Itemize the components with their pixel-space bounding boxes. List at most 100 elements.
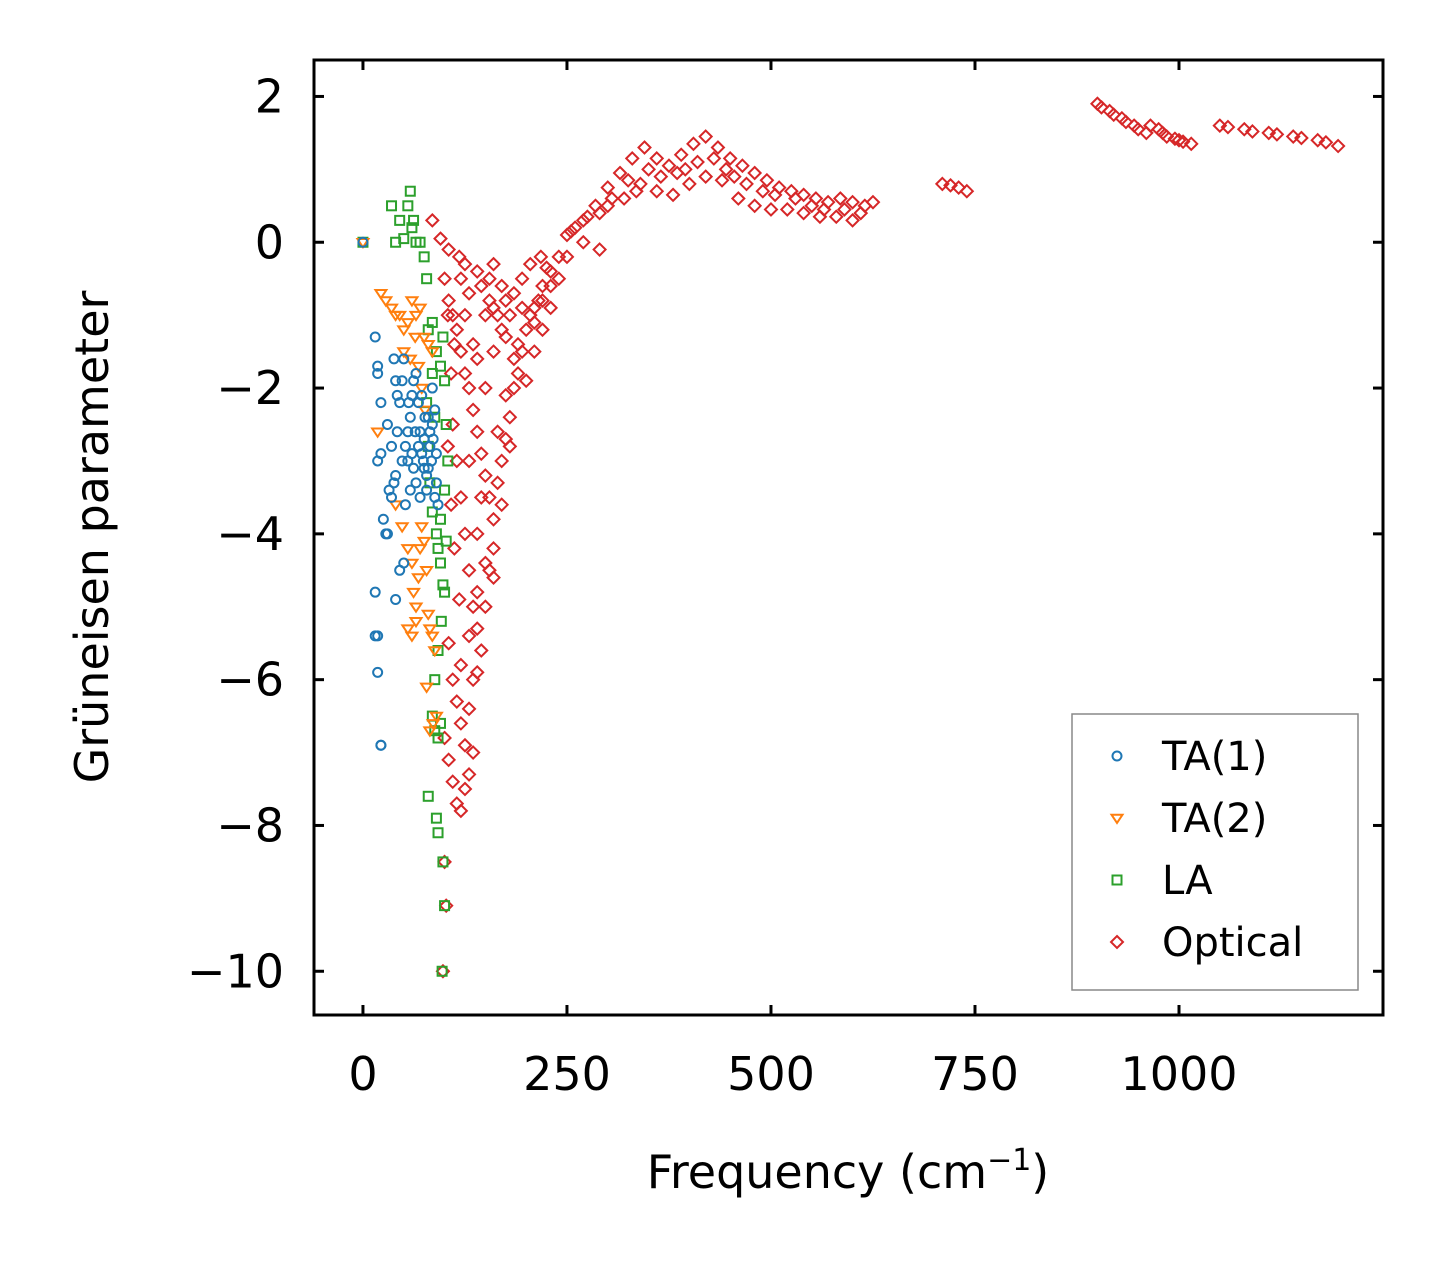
legend-marker bbox=[1111, 874, 1123, 886]
data-point bbox=[369, 331, 381, 343]
data-point bbox=[535, 278, 550, 294]
data-point bbox=[465, 336, 481, 352]
data-point bbox=[406, 222, 418, 234]
data-point bbox=[469, 526, 485, 542]
data-point bbox=[381, 419, 393, 431]
data-point bbox=[665, 187, 681, 203]
data-point bbox=[416, 389, 428, 401]
data-point bbox=[526, 344, 542, 360]
legend-marker bbox=[1109, 934, 1125, 950]
data-point bbox=[490, 307, 506, 323]
data-point bbox=[386, 491, 398, 503]
data-point bbox=[1212, 118, 1228, 134]
data-point bbox=[432, 542, 444, 554]
data-point bbox=[494, 497, 510, 513]
data-point bbox=[400, 544, 416, 556]
data-point bbox=[372, 666, 384, 678]
data-point bbox=[396, 375, 408, 387]
legend-label: Optical bbox=[1162, 920, 1303, 966]
data-point bbox=[437, 856, 449, 868]
data-point bbox=[384, 303, 399, 315]
data-point bbox=[410, 477, 422, 489]
data-point bbox=[412, 303, 428, 315]
data-point bbox=[357, 236, 369, 248]
data-points bbox=[355, 96, 1346, 979]
data-point bbox=[429, 711, 444, 723]
data-point bbox=[934, 176, 950, 192]
data-point bbox=[373, 288, 389, 301]
legend-entry: TA(1) bbox=[1111, 734, 1267, 780]
legend-marker bbox=[1109, 813, 1125, 825]
data-point bbox=[616, 191, 632, 206]
data-point bbox=[406, 587, 421, 599]
data-point bbox=[437, 854, 452, 870]
data-point bbox=[600, 180, 616, 195]
data-point bbox=[477, 599, 493, 615]
data-point bbox=[429, 491, 441, 503]
data-point bbox=[435, 615, 447, 627]
data-point bbox=[369, 586, 381, 598]
data-point bbox=[1130, 121, 1146, 137]
data-point bbox=[518, 373, 534, 389]
data-point bbox=[424, 426, 436, 438]
data-point bbox=[477, 555, 493, 571]
data-point bbox=[406, 448, 418, 460]
legend: TA(1) TA(2) LA Optical bbox=[1071, 713, 1359, 991]
data-point bbox=[457, 737, 473, 753]
data-point bbox=[604, 191, 620, 206]
x-axis-label-superscript: −1 bbox=[987, 1143, 1031, 1178]
data-point bbox=[418, 251, 430, 263]
data-point bbox=[498, 387, 514, 403]
data-point bbox=[377, 513, 389, 525]
data-point bbox=[518, 322, 534, 338]
data-point bbox=[441, 752, 457, 768]
data-point bbox=[714, 172, 730, 188]
data-point bbox=[388, 353, 400, 365]
data-point bbox=[400, 624, 416, 636]
y-tick-label: −8 bbox=[216, 798, 284, 852]
data-point bbox=[399, 440, 411, 452]
legend-label: TA(2) bbox=[1161, 796, 1267, 842]
data-point bbox=[567, 220, 583, 236]
y-tick-label: −10 bbox=[187, 944, 284, 998]
data-point bbox=[396, 455, 408, 467]
data-point bbox=[465, 402, 481, 418]
legend-entry: TA(2) bbox=[1109, 796, 1267, 842]
data-point bbox=[417, 405, 433, 417]
data-point bbox=[440, 535, 452, 547]
data-point bbox=[414, 491, 426, 503]
data-point bbox=[559, 249, 575, 265]
data-point bbox=[404, 631, 420, 643]
data-point bbox=[457, 781, 473, 797]
data-point bbox=[804, 198, 820, 214]
data-point bbox=[457, 366, 473, 381]
data-point bbox=[1118, 114, 1134, 130]
legend-marker bbox=[1111, 750, 1123, 762]
data-point bbox=[434, 557, 446, 569]
data-point bbox=[390, 593, 402, 605]
data-point bbox=[641, 161, 656, 177]
data-point bbox=[430, 812, 442, 824]
data-point bbox=[1293, 130, 1309, 146]
data-point bbox=[394, 522, 410, 534]
data-point bbox=[461, 285, 477, 301]
data-point bbox=[419, 566, 434, 578]
data-point bbox=[710, 140, 726, 155]
data-point bbox=[469, 424, 485, 440]
data-point bbox=[440, 307, 456, 323]
data-point bbox=[477, 468, 493, 483]
data-point bbox=[446, 336, 462, 352]
data-point bbox=[1183, 136, 1199, 152]
data-point bbox=[375, 397, 387, 409]
data-point bbox=[677, 161, 693, 177]
data-point bbox=[407, 332, 423, 344]
data-point bbox=[433, 231, 448, 247]
data-point bbox=[375, 739, 387, 751]
data-point bbox=[461, 767, 477, 782]
data-point bbox=[1175, 134, 1191, 150]
data-point bbox=[372, 360, 384, 372]
data-point bbox=[409, 426, 421, 438]
data-point bbox=[430, 477, 442, 489]
data-point bbox=[706, 151, 722, 166]
data-point bbox=[698, 129, 714, 144]
